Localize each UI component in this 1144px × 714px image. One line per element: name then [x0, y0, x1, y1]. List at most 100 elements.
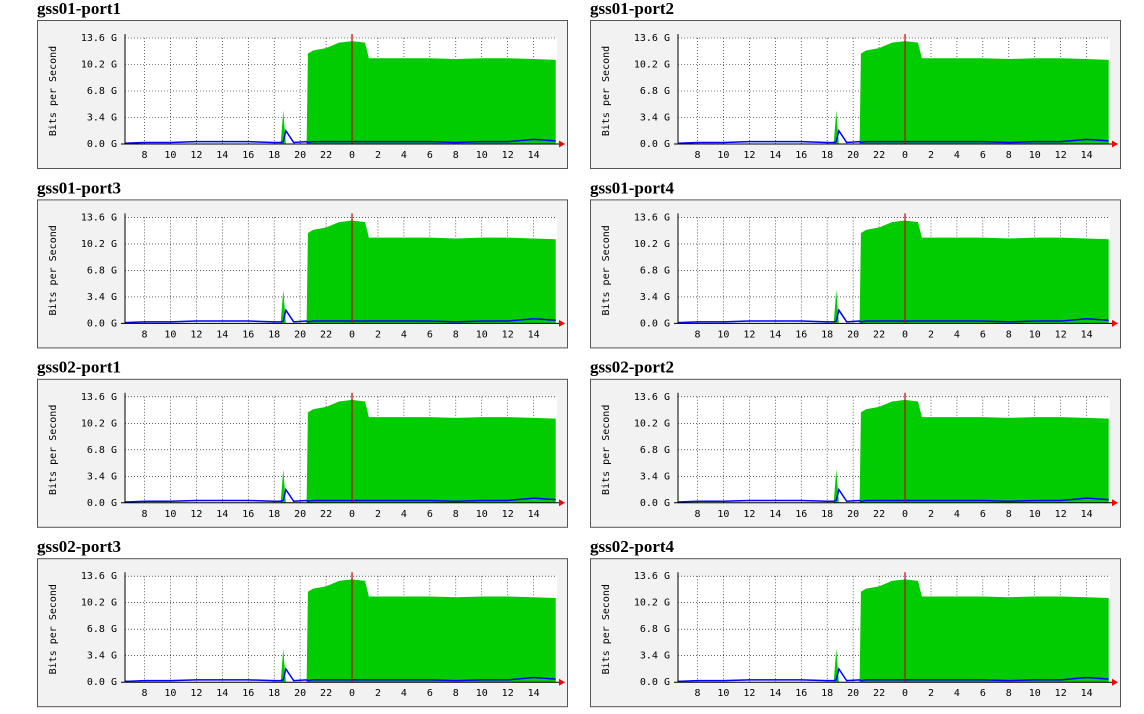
x-tick-label: 10 [164, 150, 176, 161]
y-tick-label: 10.2 G [81, 60, 117, 71]
axis-arrow [559, 678, 565, 686]
x-tick-label: 6 [427, 329, 433, 340]
x-tick-label: 8 [694, 150, 700, 161]
x-tick-label: 6 [427, 150, 433, 161]
chart-panel: gss01-port2 Bits per Second 0.0 G 3.4 G 6.8 … [590, 0, 1121, 169]
x-tick-label: 14 [1081, 150, 1093, 161]
x-tick-label: 14 [1081, 509, 1093, 520]
x-tick-label: 12 [743, 688, 755, 699]
x-tick-label: 6 [980, 509, 986, 520]
x-tick-label: 8 [694, 509, 700, 520]
y-tick-label: 10.2 G [634, 598, 670, 609]
x-tick-label: 2 [375, 150, 381, 161]
y-axis-label: Bits per Second [601, 405, 612, 495]
y-axis-label: Bits per Second [48, 225, 59, 315]
traffic-area [678, 41, 1109, 144]
y-tick-label: 13.6 G [81, 212, 117, 223]
y-tick-label: 3.4 G [87, 113, 117, 124]
x-tick-label: 0 [349, 688, 355, 699]
x-tick-label: 18 [821, 509, 833, 520]
x-tick-label: 20 [294, 509, 306, 520]
x-tick-label: 14 [216, 688, 228, 699]
x-tick-label: 20 [847, 329, 859, 340]
x-tick-label: 14 [769, 150, 781, 161]
y-tick-label: 6.8 G [87, 265, 117, 276]
traffic-area [125, 579, 556, 683]
x-tick-label: 18 [268, 509, 280, 520]
x-tick-label: 16 [242, 688, 254, 699]
y-tick-label: 6.8 G [87, 445, 117, 456]
x-tick-label: 20 [847, 509, 859, 520]
x-tick-label: 10 [717, 509, 729, 520]
x-tick-label: 12 [190, 509, 202, 520]
x-tick-label: 22 [320, 150, 332, 161]
chart-title: gss02-port1 [37, 358, 121, 377]
x-tick-label: 6 [980, 150, 986, 161]
x-tick-label: 10 [164, 509, 176, 520]
x-tick-label: 14 [769, 688, 781, 699]
x-tick-label: 16 [795, 688, 807, 699]
x-tick-label: 2 [928, 688, 934, 699]
y-tick-label: 13.6 G [81, 33, 117, 44]
x-tick-label: 18 [821, 329, 833, 340]
y-tick-label: 6.8 G [87, 86, 117, 97]
x-tick-label: 16 [242, 150, 254, 161]
chart-title: gss01-port2 [590, 0, 674, 18]
y-tick-label: 0.0 G [87, 498, 117, 509]
y-tick-label: 3.4 G [87, 292, 117, 303]
y-axis-label: Bits per Second [601, 584, 612, 674]
y-tick-label: 3.4 G [640, 471, 670, 482]
y-tick-label: 13.6 G [634, 392, 670, 403]
axis-arrow [559, 319, 565, 327]
chart-title: gss02-port4 [590, 537, 675, 556]
x-tick-label: 0 [902, 509, 908, 520]
y-tick-label: 6.8 G [640, 86, 670, 97]
x-tick-label: 8 [1006, 509, 1012, 520]
x-tick-label: 16 [242, 329, 254, 340]
x-tick-label: 12 [1055, 329, 1067, 340]
x-tick-label: 10 [1029, 688, 1041, 699]
x-tick-label: 12 [190, 329, 202, 340]
y-tick-label: 13.6 G [81, 392, 117, 403]
x-tick-label: 4 [954, 688, 960, 699]
x-tick-label: 14 [769, 509, 781, 520]
x-tick-label: 16 [242, 509, 254, 520]
x-tick-label: 10 [164, 329, 176, 340]
x-tick-label: 0 [349, 509, 355, 520]
y-tick-label: 10.2 G [81, 418, 117, 429]
x-tick-label: 4 [401, 329, 407, 340]
x-tick-label: 0 [902, 329, 908, 340]
x-tick-label: 2 [375, 329, 381, 340]
x-tick-label: 22 [320, 688, 332, 699]
y-axis-label: Bits per Second [48, 405, 59, 495]
y-tick-label: 6.8 G [640, 624, 670, 635]
x-tick-label: 14 [528, 688, 540, 699]
chart-title: gss02-port3 [37, 537, 121, 556]
x-tick-label: 8 [1006, 150, 1012, 161]
chart-panel: gss01-port4 Bits per Second 0.0 G 3.4 G 6.8 … [590, 178, 1121, 349]
y-axis-label: Bits per Second [601, 225, 612, 315]
chart-title: gss01-port3 [37, 178, 121, 197]
x-tick-label: 2 [928, 509, 934, 520]
traffic-line [124, 667, 556, 683]
y-tick-label: 0.0 G [640, 677, 670, 688]
x-tick-label: 18 [268, 150, 280, 161]
traffic-line [677, 487, 1109, 503]
x-tick-label: 0 [349, 329, 355, 340]
x-tick-label: 20 [294, 329, 306, 340]
traffic-line [677, 667, 1109, 683]
x-tick-label: 2 [375, 688, 381, 699]
x-tick-label: 20 [294, 150, 306, 161]
x-tick-label: 18 [821, 150, 833, 161]
y-tick-label: 0.0 G [87, 139, 117, 150]
y-tick-label: 3.4 G [87, 651, 117, 662]
traffic-line [677, 128, 1109, 144]
y-tick-label: 13.6 G [634, 571, 670, 582]
x-tick-label: 12 [1055, 688, 1067, 699]
x-tick-label: 8 [453, 150, 459, 161]
x-tick-label: 14 [216, 329, 228, 340]
x-tick-label: 8 [453, 688, 459, 699]
chart-panel: gss02-port3 Bits per Second 0.0 G 3.4 G 6.8 … [37, 537, 568, 708]
x-tick-label: 10 [476, 150, 488, 161]
x-tick-label: 22 [873, 509, 885, 520]
